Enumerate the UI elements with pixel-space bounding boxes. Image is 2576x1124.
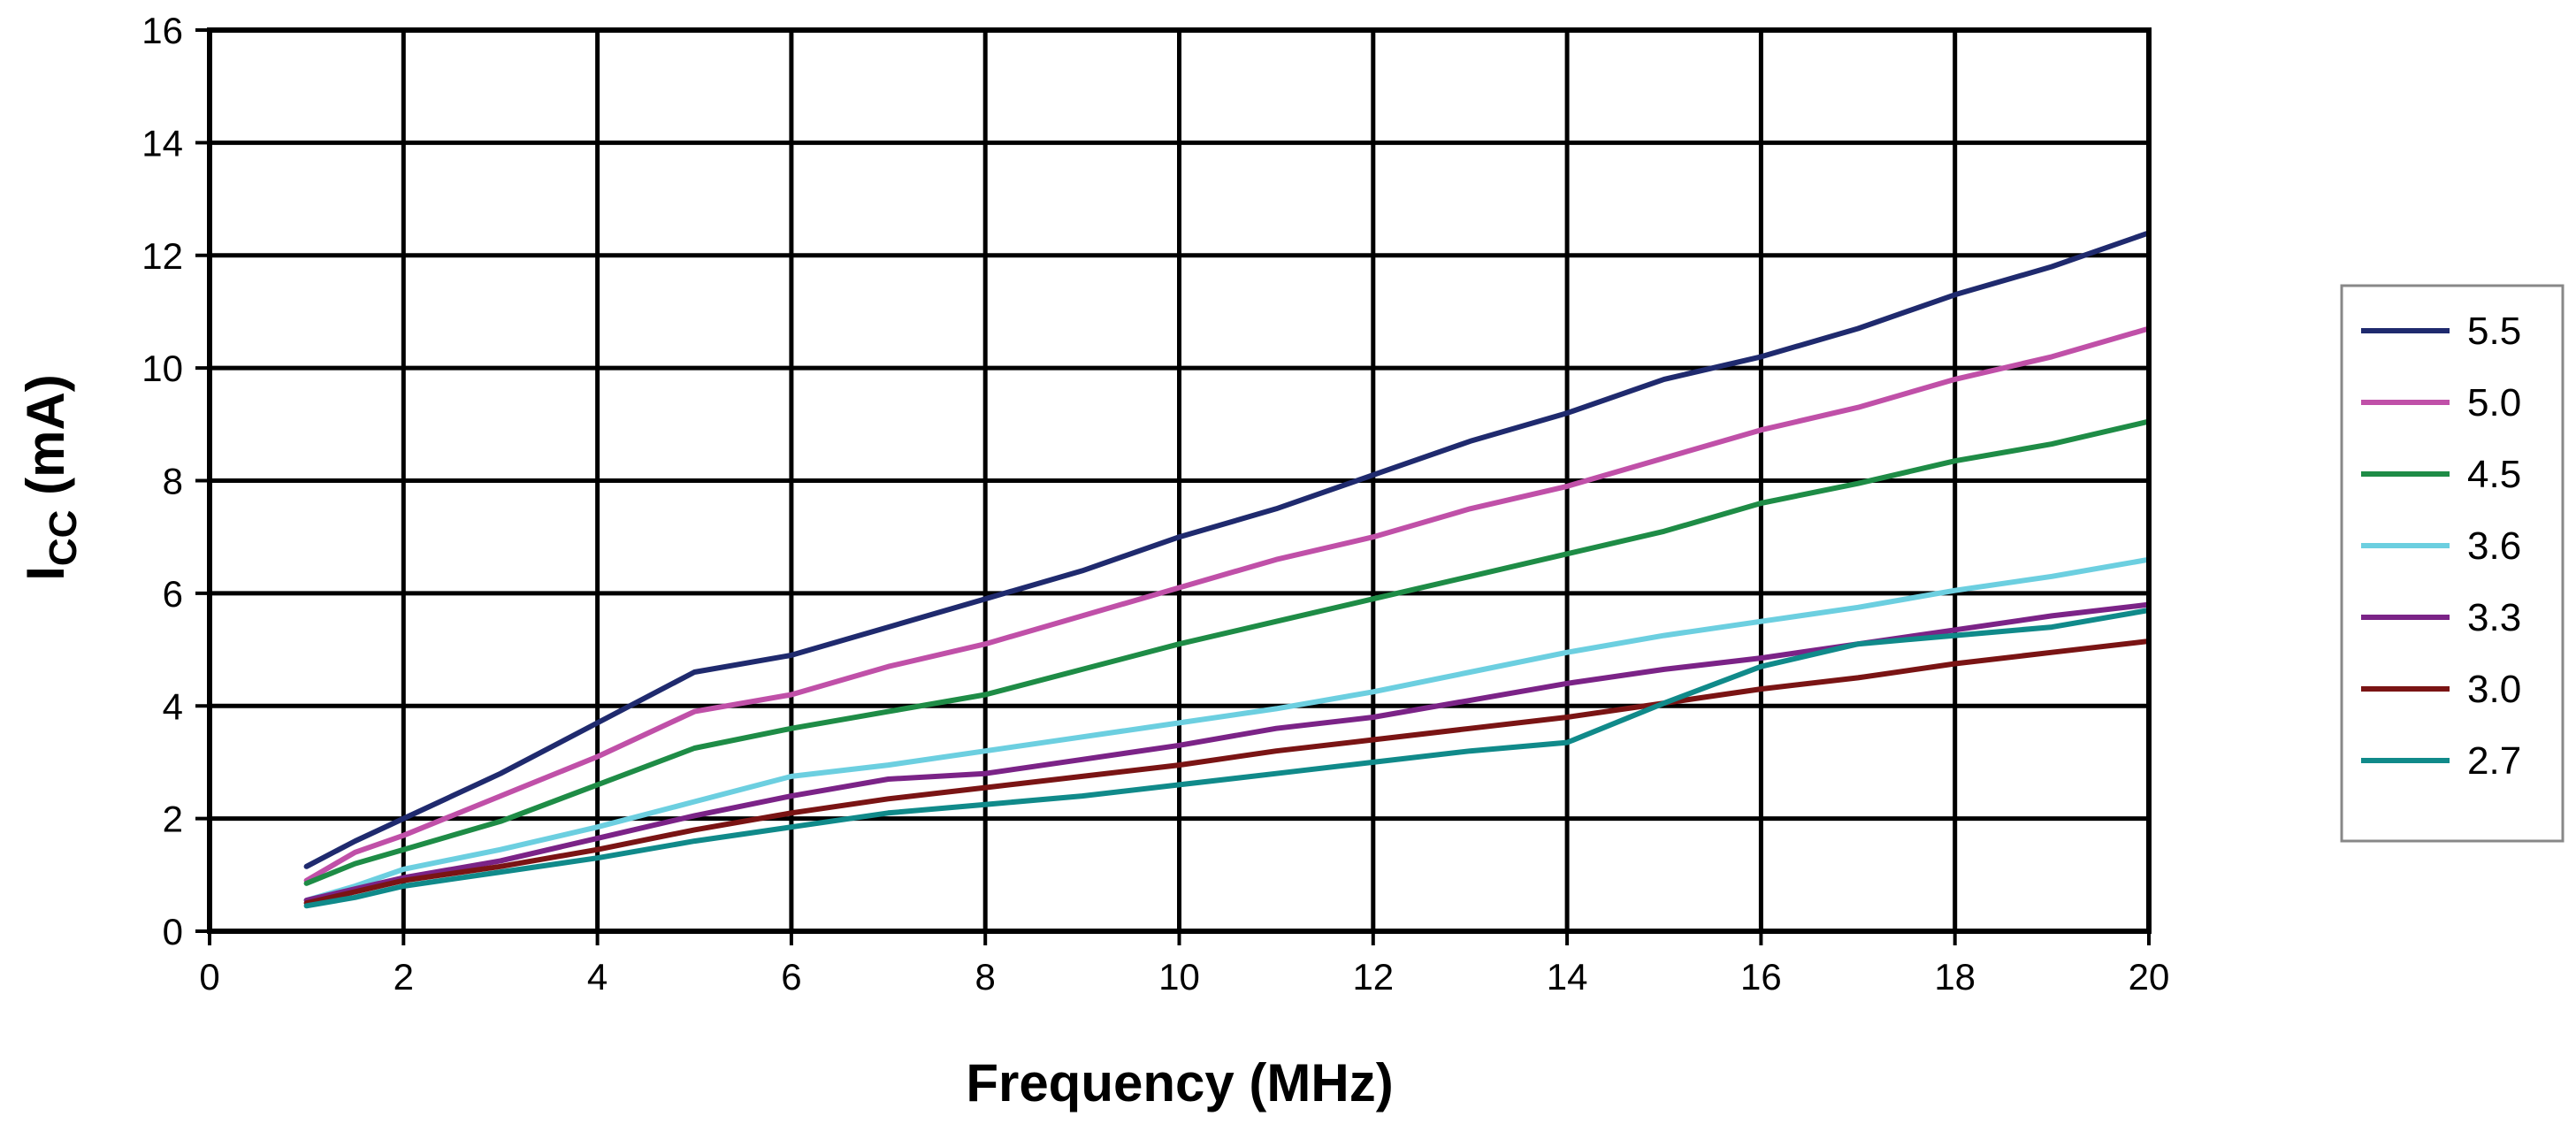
- legend-label-3.6: 3.6: [2467, 524, 2521, 568]
- legend: 5.5 5.0 4.5 3.6 3.3 3.0 2.7: [2340, 284, 2565, 843]
- x-tick-label: 8: [975, 956, 996, 998]
- legend-label-5.5: 5.5: [2467, 310, 2521, 353]
- x-tick-label: 4: [587, 956, 608, 998]
- y-tick-label: 6: [163, 573, 183, 615]
- y-axis-title-unit: (mA): [16, 374, 75, 509]
- y-tick-label: 14: [141, 122, 183, 164]
- y-tick-label: 12: [141, 235, 183, 277]
- y-tick-labels: 0 2 4 6 8 10 12 14 16: [141, 10, 183, 952]
- y-tick-label: 16: [141, 10, 183, 51]
- series-line-5.0: [303, 325, 2152, 883]
- axis-ticks: [195, 28, 2151, 945]
- series-line-3.3: [303, 601, 2152, 903]
- x-tick-label: 10: [1158, 956, 1200, 998]
- y-axis-title-main: I: [16, 566, 75, 581]
- x-tick-label: 20: [2129, 956, 2170, 998]
- series-line-5.5: [303, 230, 2152, 869]
- y-tick-label: 8: [163, 461, 183, 502]
- legend-label-3.0: 3.0: [2467, 668, 2521, 711]
- legend-items: 5.5 5.0 4.5 3.6 3.3 3.0 2.7: [2361, 310, 2521, 783]
- series-line-3.0: [303, 638, 2152, 906]
- y-tick-label: 0: [163, 911, 183, 952]
- legend-label-2.7: 2.7: [2467, 739, 2521, 783]
- x-tick-label: 0: [199, 956, 219, 998]
- y-axis-title-subscript: CC: [42, 510, 85, 567]
- series-line-3.6: [303, 556, 2152, 903]
- y-tick-label: 2: [163, 799, 183, 840]
- legend-label-5.0: 5.0: [2467, 381, 2521, 424]
- series-line-2.7: [303, 608, 2152, 909]
- y-tick-label: 4: [163, 685, 183, 727]
- x-tick-labels: 0 2 4 6 8 10 12 14 16 18 20: [199, 956, 2169, 998]
- y-axis-title: ICC (mA): [16, 374, 85, 581]
- series-lines: [303, 230, 2152, 909]
- x-axis-title: Frequency (MHz): [966, 1053, 1393, 1113]
- y-tick-label: 10: [141, 348, 183, 389]
- legend-label-3.3: 3.3: [2467, 596, 2521, 639]
- series-line-4.5: [303, 418, 2152, 886]
- x-tick-label: 14: [1547, 956, 1588, 998]
- legend-box: [2340, 284, 2565, 843]
- legend-label-4.5: 4.5: [2467, 453, 2521, 496]
- x-tick-label: 2: [394, 956, 414, 998]
- x-tick-label: 16: [1740, 956, 1782, 998]
- x-tick-label: 12: [1352, 956, 1394, 998]
- x-tick-label: 6: [781, 956, 801, 998]
- x-tick-label: 18: [1934, 956, 1976, 998]
